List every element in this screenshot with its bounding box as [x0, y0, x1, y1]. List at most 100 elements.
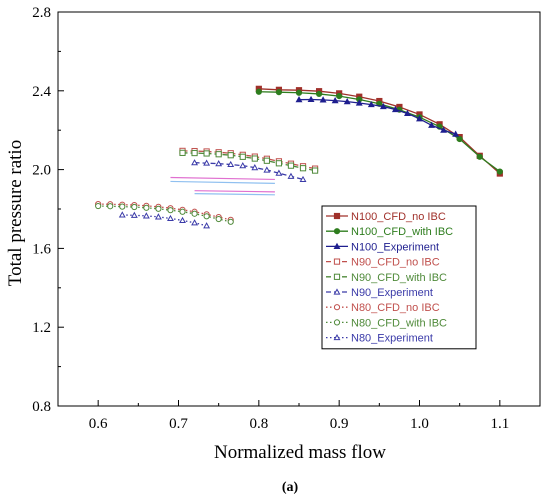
legend-marker — [333, 333, 341, 341]
y-axis-label: Total pressure ratio — [5, 140, 26, 286]
data-point — [179, 149, 186, 156]
legend-marker — [333, 273, 341, 280]
reference-line — [194, 193, 275, 196]
x-tick-label: 1.1 — [490, 416, 509, 432]
legend-entry: N100_Experiment — [351, 241, 439, 253]
data-point — [142, 212, 150, 219]
series-line — [182, 152, 316, 172]
x-tick-label: 0.7 — [169, 416, 188, 432]
data-point — [179, 216, 186, 224]
data-point — [355, 99, 363, 106]
data-point — [319, 96, 327, 103]
legend-marker — [333, 319, 341, 326]
data-point — [333, 212, 341, 220]
data-point — [191, 149, 198, 157]
figure-caption: (a) — [282, 480, 299, 495]
data-point — [333, 273, 341, 280]
data-point — [336, 93, 343, 100]
data-point — [239, 162, 247, 169]
legend-marker — [333, 258, 341, 265]
reference-line — [170, 180, 275, 184]
data-point — [119, 203, 126, 210]
x-tick-label: 0.9 — [330, 416, 349, 432]
series-5 — [191, 159, 307, 183]
data-point — [107, 203, 114, 210]
data-point — [191, 159, 199, 166]
data-point — [251, 164, 259, 171]
data-point — [203, 159, 211, 166]
plot-area: 0.6 0.7 0.8 0.9 1.0 1.1 0.8 1.2 1.6 2.0 2.4 2.8 — [32, 5, 541, 432]
reference-line — [170, 176, 275, 181]
data-point — [367, 100, 375, 108]
y-tick-label: 2.8 — [32, 5, 51, 21]
data-point — [440, 126, 448, 133]
data-point — [263, 157, 270, 164]
data-point — [331, 97, 339, 104]
series-2 — [295, 95, 460, 137]
data-point — [215, 160, 223, 167]
data-point — [131, 203, 138, 211]
data-point — [275, 169, 283, 176]
data-point — [343, 98, 351, 105]
data-point — [255, 88, 262, 95]
data-point — [333, 258, 341, 265]
legend-entry: N90_CFD_with IBC — [351, 272, 447, 284]
series-line — [98, 205, 231, 223]
legend-entry: N100_CFD_no IBC — [351, 211, 446, 223]
legend: N100_CFD_no IBC N100_CFD_with IBC N100_Exp… — [321, 205, 477, 350]
data-point — [95, 202, 102, 210]
series-7 — [95, 202, 234, 225]
data-point — [311, 167, 319, 174]
legend-entry: N90_CFD_no IBC — [351, 257, 440, 269]
data-point — [263, 166, 271, 173]
data-point — [154, 213, 162, 220]
data-point — [191, 210, 198, 217]
data-point — [315, 90, 323, 98]
legend-marker — [333, 304, 341, 311]
y-tick-label: 0.8 — [32, 399, 51, 415]
data-point — [496, 168, 503, 175]
data-point — [379, 102, 387, 110]
data-point — [179, 208, 186, 215]
legend-marker — [333, 212, 341, 220]
series-line — [182, 150, 316, 170]
data-point — [275, 89, 283, 96]
data-point — [167, 207, 174, 214]
series-1 — [255, 88, 503, 175]
y-axis: 0.8 1.2 1.6 2.0 2.4 2.8 — [32, 5, 64, 415]
legend-entry: N100_CFD_with IBC — [351, 226, 453, 238]
series-layer — [95, 85, 503, 229]
legend-marker — [333, 288, 341, 295]
legend-marker — [333, 228, 341, 235]
data-point — [203, 213, 210, 220]
series-8 — [118, 211, 211, 229]
data-point — [299, 175, 307, 183]
y-tick-label: 1.6 — [32, 241, 51, 257]
legend-entry: N90_Experiment — [351, 287, 433, 299]
data-point — [203, 222, 211, 229]
data-point — [118, 211, 126, 218]
x-axis: 0.6 0.7 0.8 0.9 1.0 1.1 — [57, 400, 541, 432]
data-point — [227, 160, 235, 168]
y-tick-label: 1.2 — [32, 320, 51, 336]
y-tick-label: 2.0 — [32, 163, 51, 179]
data-point — [307, 95, 315, 103]
data-point — [428, 121, 435, 128]
legend-entry: N80_CFD_with IBC — [351, 317, 447, 329]
data-point — [227, 218, 234, 225]
reference-lines — [170, 176, 275, 196]
data-point — [203, 150, 210, 157]
reference-line — [194, 190, 275, 193]
data-point — [391, 105, 399, 113]
data-point — [215, 151, 222, 158]
data-point — [333, 319, 341, 326]
data-point — [155, 205, 162, 212]
y-tick-label: 2.4 — [32, 84, 51, 100]
data-point — [130, 211, 138, 218]
data-point — [287, 162, 295, 169]
data-point — [227, 152, 234, 159]
data-point — [299, 165, 307, 172]
series-line — [98, 203, 231, 221]
legend-entry: N80_CFD_no IBC — [351, 302, 440, 314]
